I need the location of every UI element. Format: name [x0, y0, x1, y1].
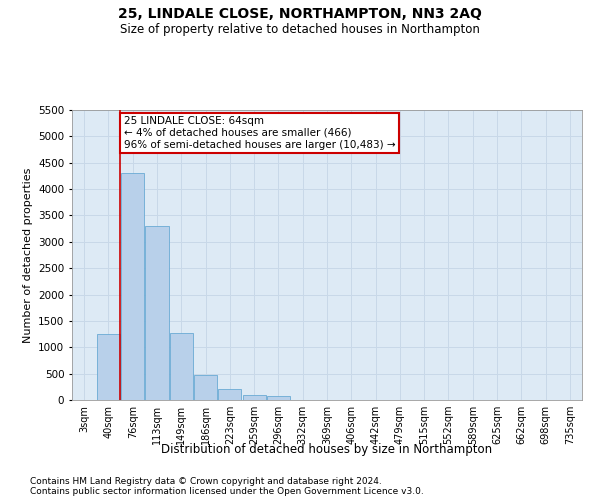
Text: Distribution of detached houses by size in Northampton: Distribution of detached houses by size … — [161, 442, 493, 456]
Bar — [170, 332, 193, 400]
Text: 25 LINDALE CLOSE: 64sqm
← 4% of detached houses are smaller (466)
96% of semi-de: 25 LINDALE CLOSE: 64sqm ← 4% of detached… — [124, 116, 395, 150]
Text: Size of property relative to detached houses in Northampton: Size of property relative to detached ho… — [120, 22, 480, 36]
Bar — [267, 396, 290, 400]
Bar — [218, 390, 241, 400]
Bar — [145, 226, 169, 400]
Bar — [121, 174, 144, 400]
Bar — [242, 394, 266, 400]
Y-axis label: Number of detached properties: Number of detached properties — [23, 168, 32, 342]
Text: Contains public sector information licensed under the Open Government Licence v3: Contains public sector information licen… — [30, 488, 424, 496]
Text: Contains HM Land Registry data © Crown copyright and database right 2024.: Contains HM Land Registry data © Crown c… — [30, 478, 382, 486]
Text: 25, LINDALE CLOSE, NORTHAMPTON, NN3 2AQ: 25, LINDALE CLOSE, NORTHAMPTON, NN3 2AQ — [118, 8, 482, 22]
Bar — [97, 334, 120, 400]
Bar — [194, 374, 217, 400]
